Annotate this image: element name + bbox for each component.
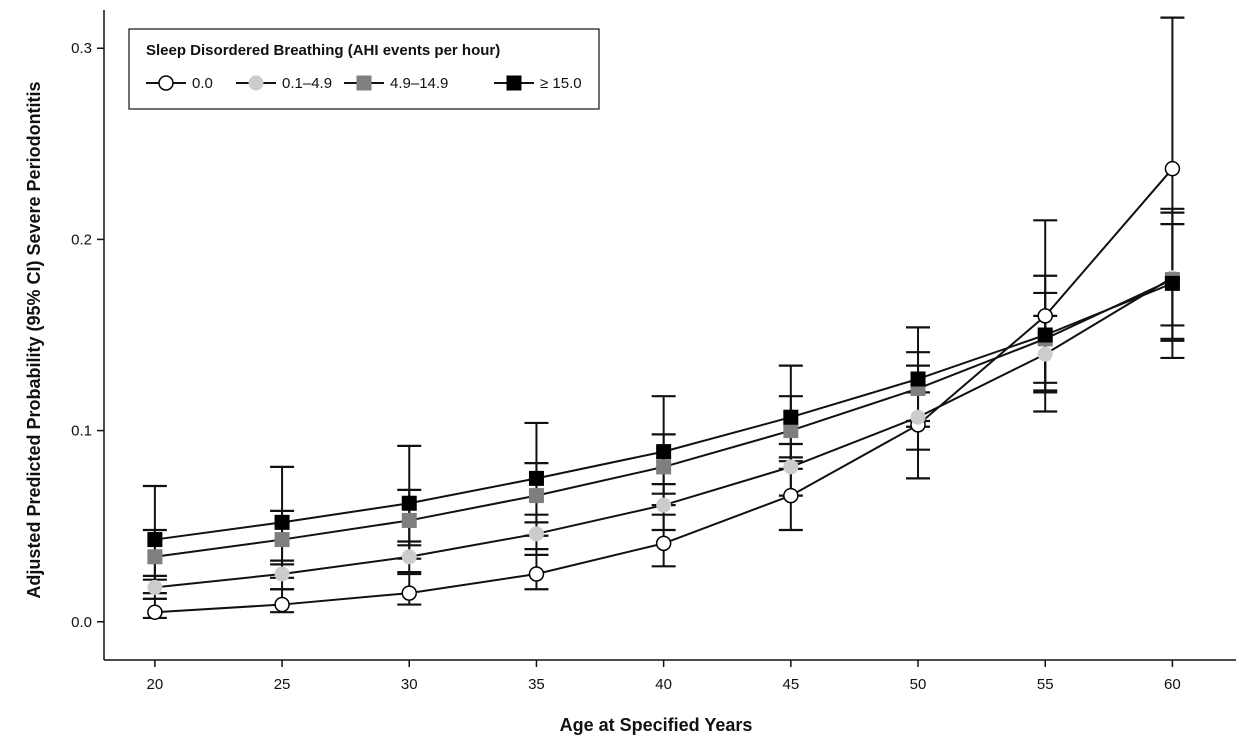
data-point — [783, 487, 799, 504]
x-tick-label: 60 — [1164, 676, 1181, 693]
x-tick-label: 45 — [782, 676, 799, 693]
data-point — [274, 596, 290, 613]
data-point — [528, 526, 544, 542]
data-point — [528, 470, 544, 486]
data-point — [783, 459, 799, 475]
data-point — [1037, 308, 1053, 324]
data-point — [147, 532, 163, 548]
data-point — [528, 566, 545, 582]
legend-label: 0.1–4.9 — [282, 75, 332, 92]
data-point — [783, 423, 799, 439]
legend-marker — [356, 75, 372, 91]
legend-marker — [248, 75, 264, 91]
data-point — [528, 488, 544, 504]
legend-item-2: 4.9–14.9 — [344, 75, 448, 92]
x-tick-label: 35 — [528, 676, 545, 693]
x-tick-label: 55 — [1037, 676, 1054, 693]
data-point — [147, 604, 163, 620]
y-tick-label: 0.2 — [71, 231, 92, 248]
legend-title: Sleep Disordered Breathing (AHI events p… — [146, 42, 500, 59]
x-tick-label: 20 — [147, 676, 164, 693]
data-point — [1164, 275, 1180, 291]
axes — [103, 10, 1236, 661]
data-point — [147, 579, 163, 595]
data-point — [910, 409, 926, 425]
legend-marker — [506, 75, 522, 91]
data-point — [656, 459, 672, 475]
legend-item-1: 0.1–4.9 — [236, 75, 332, 92]
data-point — [274, 532, 290, 548]
legend-box — [128, 28, 600, 110]
data-point — [401, 495, 417, 511]
plot-area — [142, 16, 1185, 620]
data-point — [401, 585, 418, 601]
y-tick-label: 0.3 — [71, 40, 92, 57]
series-points-2 — [147, 272, 1180, 565]
data-point — [401, 549, 417, 565]
x-ticks: 20 25 30 35 40 45 50 55 60 — [147, 660, 1181, 693]
legend-label: 4.9–14.9 — [390, 75, 448, 92]
data-point — [655, 535, 672, 552]
data-point — [1037, 346, 1053, 362]
data-point — [401, 512, 417, 528]
legend-marker — [158, 75, 174, 91]
x-axis-title: Age at Specified Years — [560, 715, 753, 735]
y-tick-label: 0.0 — [71, 614, 92, 631]
x-tick-label: 25 — [274, 676, 291, 693]
legend-item-0: 0.0 — [146, 75, 213, 92]
x-tick-label: 40 — [655, 676, 672, 693]
y-ticks: 0.0 0.1 0.2 0.3 — [71, 40, 104, 631]
x-tick-label: 30 — [401, 676, 418, 693]
legend-item-3: ≥ 15.0 — [494, 75, 582, 92]
legend-items: 0.0 0.1–4.9 4.9–14.9 ≥ 15.0 — [146, 75, 582, 92]
series-points-3 — [147, 275, 1180, 548]
data-point — [274, 514, 290, 530]
data-point — [274, 566, 290, 582]
data-point — [656, 497, 672, 513]
y-tick-label: 0.1 — [71, 423, 92, 440]
data-point — [147, 549, 163, 565]
data-point — [1037, 327, 1053, 343]
legend-label: ≥ 15.0 — [540, 75, 582, 92]
series-points-0 — [147, 160, 1181, 620]
data-point — [910, 371, 926, 387]
x-tick-label: 50 — [910, 676, 927, 693]
legend-label: 0.0 — [192, 75, 213, 92]
legend: Sleep Disordered Breathing (AHI events p… — [128, 28, 600, 110]
data-point — [656, 444, 672, 460]
data-point — [783, 409, 799, 425]
y-axis-title: Adjusted Predicted Probability (95% CI) … — [24, 81, 44, 598]
data-point — [1164, 160, 1181, 177]
